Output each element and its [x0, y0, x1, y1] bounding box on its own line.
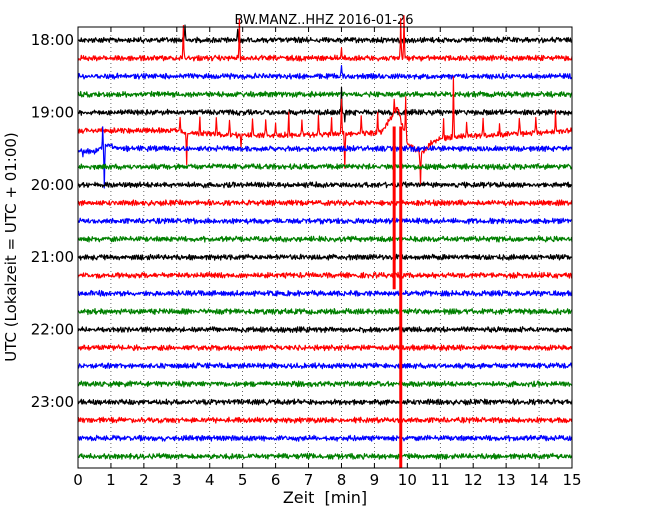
- grid-lines: [110, 27, 540, 468]
- x-tick-label: 8: [337, 471, 347, 489]
- trace-2245: [77, 380, 573, 388]
- x-axis: 0 1 2 3 4 5 6 7 8 9 10 11 12 13 14 15: [73, 27, 582, 489]
- trace-1800: [77, 24, 573, 44]
- trace-2115: [77, 271, 573, 279]
- trace-2345: [77, 452, 573, 460]
- trace-2230: [77, 362, 573, 370]
- x-tick-label: 6: [271, 471, 281, 489]
- x-tick-label: 5: [238, 471, 248, 489]
- trace-2145: [77, 308, 573, 316]
- trace-2000: [77, 181, 573, 189]
- y-tick-label: 22:00: [31, 321, 74, 339]
- x-tick-label: 9: [370, 471, 380, 489]
- trace-2215: [77, 344, 573, 352]
- trace-2315: [77, 416, 573, 424]
- trace-2015: [77, 199, 573, 207]
- trace-2045: [77, 235, 573, 243]
- trace-1930: [77, 126, 573, 189]
- trace-2030: [77, 217, 573, 225]
- plot-frame: [77, 26, 573, 469]
- x-tick-label: 7: [304, 471, 314, 489]
- trace-2130: [77, 289, 573, 297]
- x-tick-label: 14: [530, 471, 549, 489]
- y-tick-label: 18:00: [31, 31, 74, 49]
- y-tick-label: 21:00: [31, 248, 74, 266]
- event-lines: [392, 126, 403, 468]
- trace-1815: [77, 15, 573, 62]
- x-tick-label: 13: [497, 471, 516, 489]
- trace-1900: [77, 86, 573, 123]
- trace-1915: [77, 76, 573, 187]
- trace-2100: [77, 253, 573, 261]
- trace-1845: [77, 90, 573, 98]
- x-tick-label: 10: [398, 471, 417, 489]
- x-tick-label: 4: [205, 471, 215, 489]
- x-tick-label: 0: [73, 471, 83, 489]
- y-tick-label: 20:00: [31, 176, 74, 194]
- chart-title: BW.MANZ..HHZ 2016-01-26: [234, 13, 413, 28]
- trace-2300: [77, 398, 573, 406]
- x-tick-label: 11: [431, 471, 450, 489]
- trace-1830: [77, 65, 573, 80]
- y-axis: 18:00 19:00 20:00 21:00 22:00 23:00: [31, 31, 572, 411]
- x-tick-label: 2: [139, 471, 149, 489]
- trace-2200: [77, 326, 573, 334]
- x-tick-label: 1: [106, 471, 116, 489]
- trace-1945: [77, 163, 573, 171]
- traces: [77, 15, 573, 460]
- y-tick-label: 19:00: [31, 103, 74, 121]
- x-tick-label: 12: [464, 471, 483, 489]
- x-tick-label: 15: [562, 471, 581, 489]
- x-axis-label: Zeit [min]: [283, 488, 367, 507]
- trace-2330: [77, 434, 573, 442]
- y-axis-label: UTC (Lokalzeit = UTC + 01:00): [2, 132, 20, 362]
- x-tick-label: 3: [172, 471, 182, 489]
- y-tick-label: 23:00: [31, 393, 74, 411]
